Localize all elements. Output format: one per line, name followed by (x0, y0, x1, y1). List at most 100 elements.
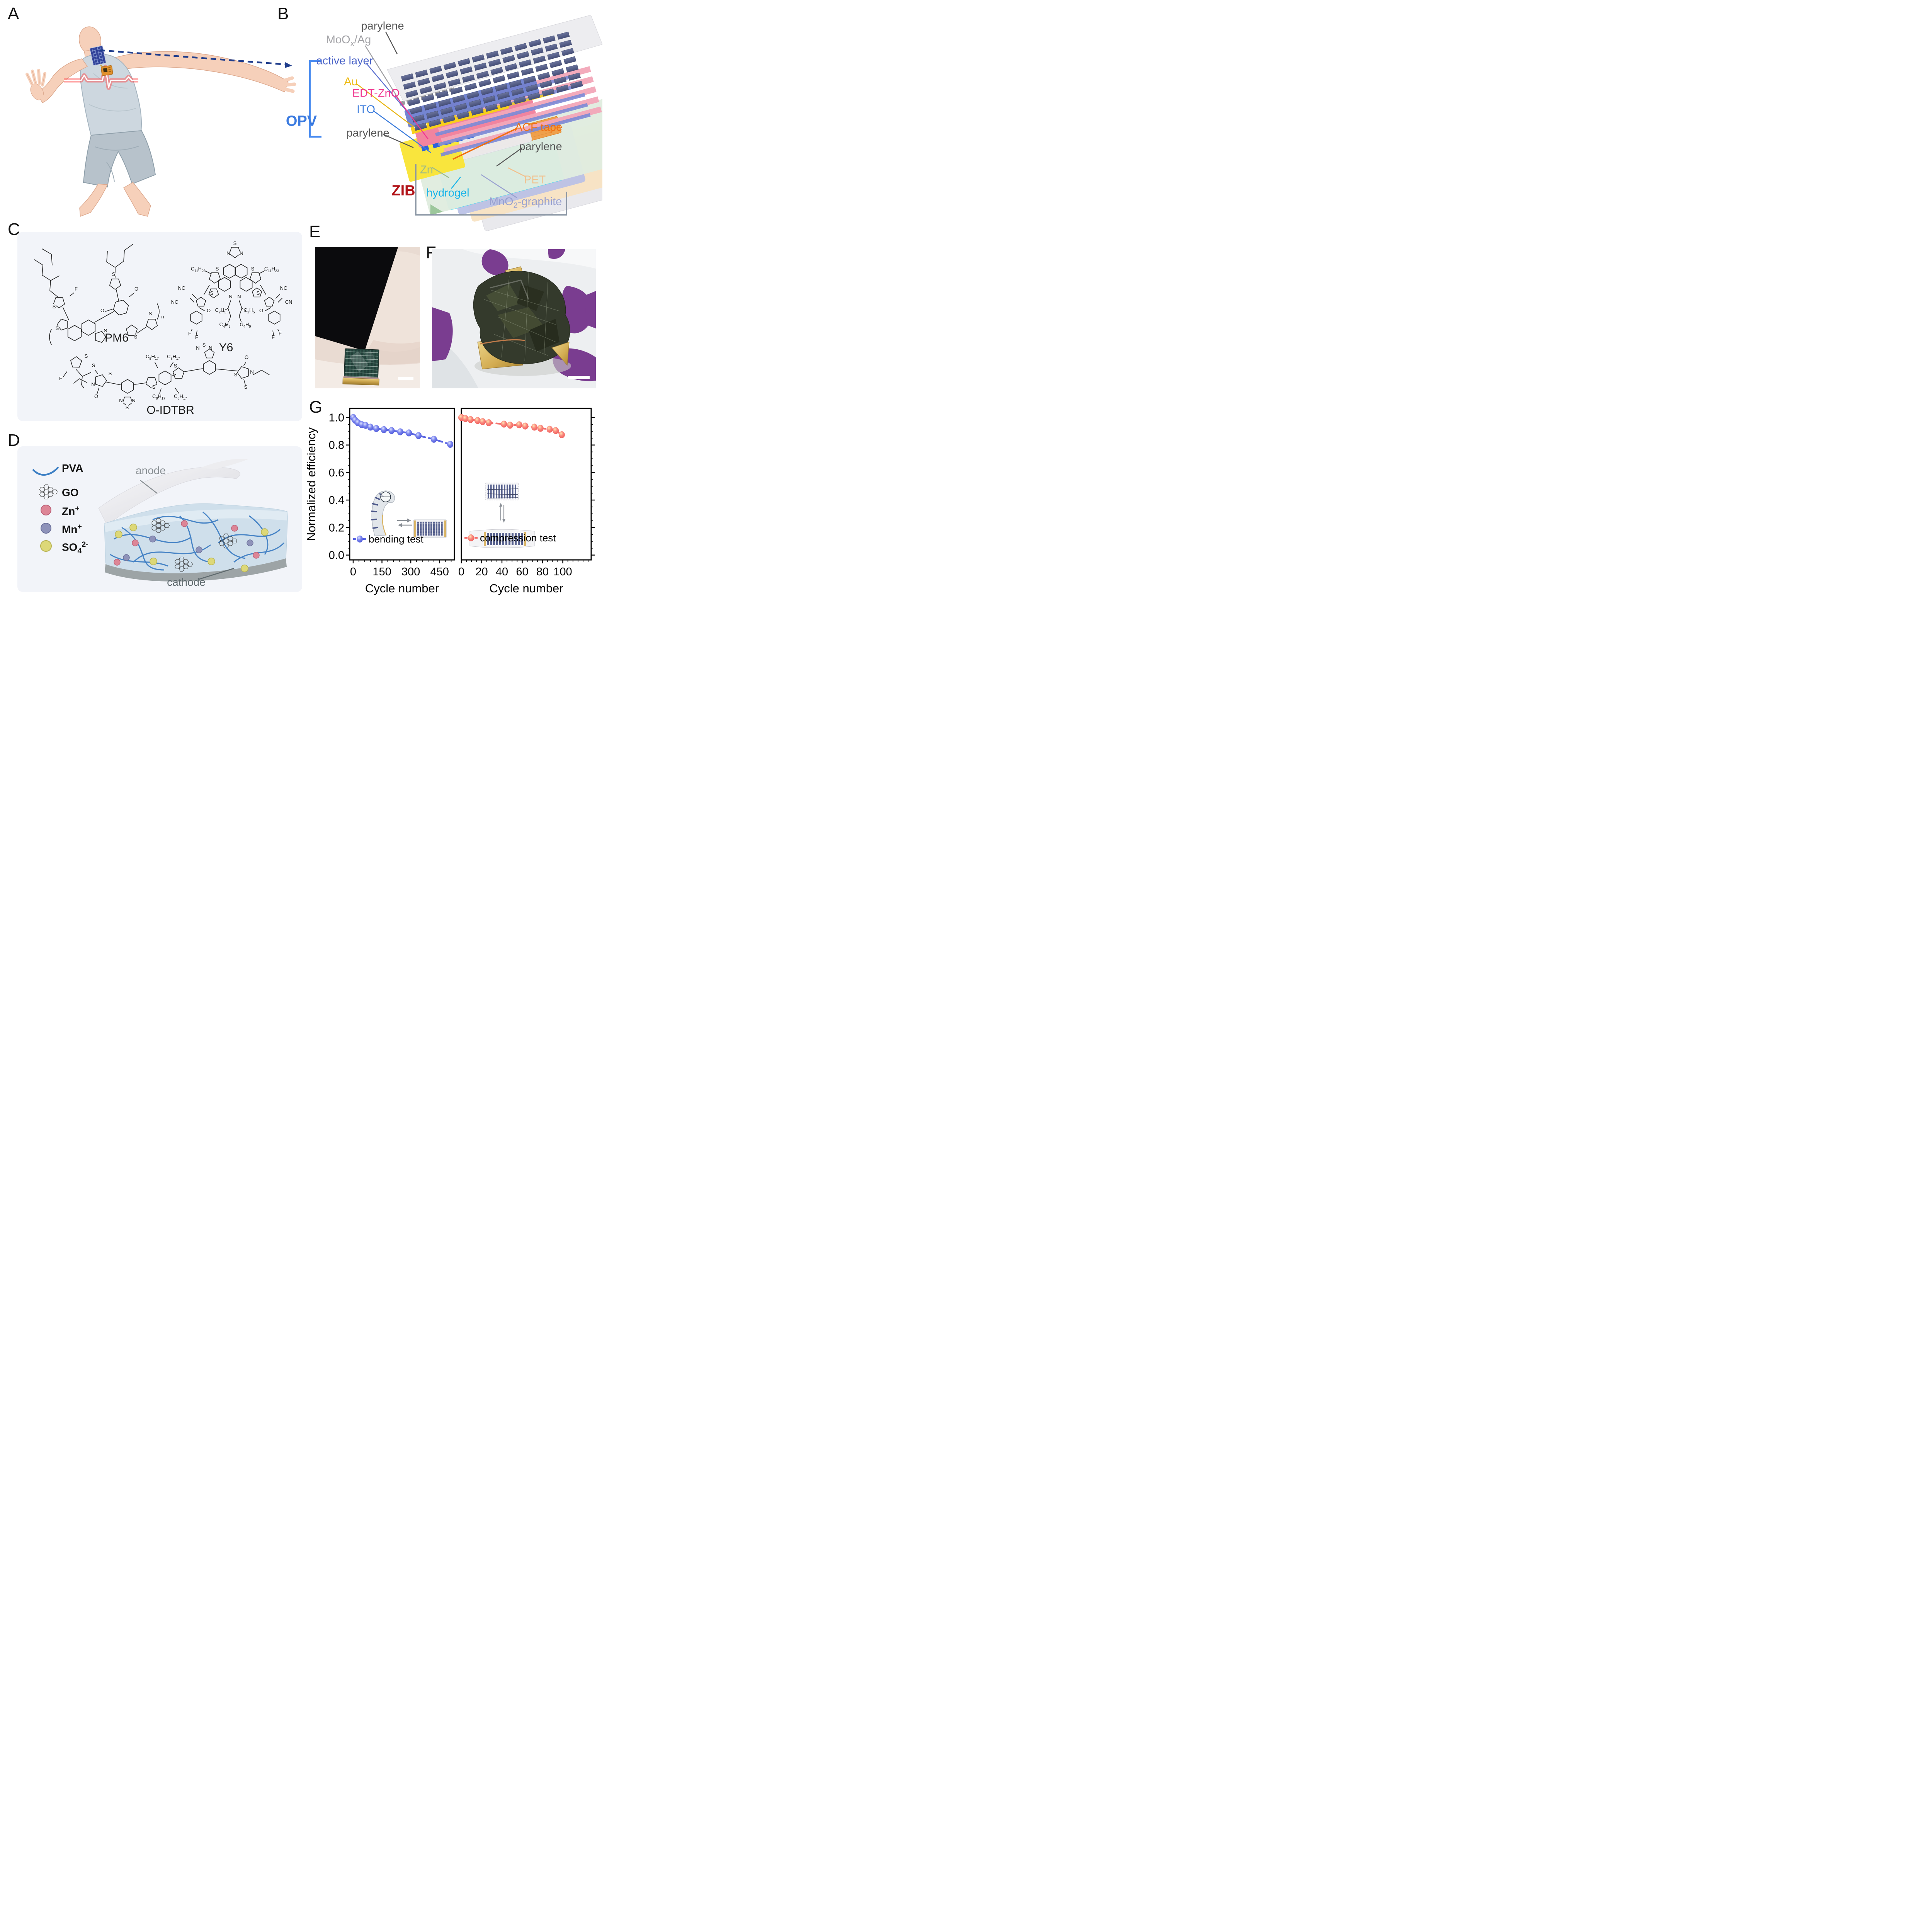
atom-label: N (132, 398, 135, 403)
ring (146, 319, 158, 330)
svg-text:450: 450 (430, 566, 449, 578)
ring (53, 297, 65, 308)
data-point (447, 440, 454, 448)
atom-label: N (209, 345, 212, 351)
atom-label: S (53, 304, 56, 310)
panel-f-photo (432, 249, 596, 388)
panel-label-g: G (309, 398, 323, 417)
ring (70, 356, 82, 368)
anode-pointer (140, 480, 158, 494)
atom-label: O (245, 354, 248, 360)
ring (252, 287, 262, 298)
atom-label: N (237, 294, 241, 299)
legend-pva: PVA (62, 462, 83, 474)
panel-d-art (32, 459, 288, 582)
atom-label: C4H9 (219, 321, 231, 328)
legend-compression: compression test (464, 532, 556, 544)
compression-inset (469, 483, 535, 548)
svg-text:1.0: 1.0 (329, 412, 344, 424)
svg-text:80: 80 (536, 566, 549, 578)
ring (268, 311, 281, 325)
panel-label-a: A (8, 4, 19, 23)
atom-label: S (134, 334, 138, 340)
label-mno2-graphite: MnO2-graphite (489, 195, 562, 210)
svg-text:150: 150 (372, 566, 391, 578)
ring (203, 360, 216, 375)
svg-text:compression test: compression test (480, 532, 556, 544)
ring (126, 325, 138, 336)
atom-label: S (202, 342, 206, 348)
svg-text:Cycle number: Cycle number (489, 582, 563, 595)
atom-label: NC (171, 299, 179, 305)
label-zn: Zn (420, 163, 433, 176)
ring (237, 366, 249, 379)
panel-label-d: D (8, 431, 20, 450)
atom-label: S (85, 353, 88, 359)
pva-icon (32, 466, 59, 476)
ring (95, 374, 107, 387)
atom-label: N (196, 345, 199, 351)
atom-label: C8H17 (174, 393, 187, 400)
ring (158, 371, 172, 385)
wearable-battery-unit (100, 65, 113, 76)
label-parylene-right: parylene (519, 140, 562, 153)
legend-icons (32, 466, 59, 552)
atom-label: S (104, 328, 107, 333)
compressed-device-icon (485, 483, 519, 500)
atom-label: S (257, 290, 260, 296)
so4-ion-icon (40, 540, 52, 552)
ecg-waveform (64, 65, 138, 90)
atom-label: C8H17 (167, 354, 180, 361)
label-hydrogel: hydrogel (426, 187, 469, 199)
label-au: Au (344, 75, 358, 88)
pm6-name: PM6 (105, 332, 129, 344)
cathode-pointer (199, 568, 234, 580)
legend-go: GO (62, 486, 79, 498)
atom-label: O (100, 308, 104, 313)
panel-e-photo (315, 247, 420, 388)
atom-label: F (195, 334, 198, 340)
atom-label: C8H17 (146, 354, 159, 361)
atom-label: C8H17 (152, 393, 165, 400)
atom-label: N (229, 294, 232, 299)
atom-label: S (210, 290, 214, 296)
atom-label: S (251, 266, 255, 272)
data-point (516, 421, 522, 429)
data-point (373, 425, 379, 432)
data-point (474, 417, 481, 424)
go-flake (219, 533, 238, 549)
atom-label: C11H23 (264, 266, 279, 273)
svg-text:20: 20 (475, 566, 488, 578)
svg-text:bending test: bending test (369, 533, 423, 545)
panel-b-art (309, 15, 602, 231)
ring (172, 367, 185, 379)
compression-test-chart: 0 20 40 60 80 100 Cycle number (458, 408, 595, 595)
atom-label: C4H9 (240, 321, 251, 328)
atom-label: C11H23 (191, 266, 206, 273)
go-flake (151, 518, 170, 533)
runner-figure (26, 26, 296, 217)
runner-shorts (83, 130, 156, 188)
flat-device-icon (413, 519, 447, 538)
atom-label: N (240, 250, 243, 256)
data-point (388, 427, 395, 434)
y6-name: Y6 (219, 341, 233, 354)
data-point (430, 435, 437, 443)
atom-label: NC (178, 285, 185, 291)
mn-ion-icon (41, 523, 51, 534)
ring (190, 311, 202, 325)
data-point (397, 428, 403, 435)
label-acf-tape: ACF tape (515, 121, 563, 134)
zib-tag: ZIB (391, 182, 415, 199)
atom-label: F (59, 376, 62, 381)
atom-label: O (134, 286, 138, 292)
svg-text:100: 100 (553, 566, 572, 578)
legend-so4: SO42- (62, 540, 88, 555)
ring (145, 377, 158, 388)
data-point (553, 427, 559, 434)
atom-label: S (152, 384, 156, 390)
ring (235, 264, 248, 279)
zib-bracket (415, 164, 567, 216)
